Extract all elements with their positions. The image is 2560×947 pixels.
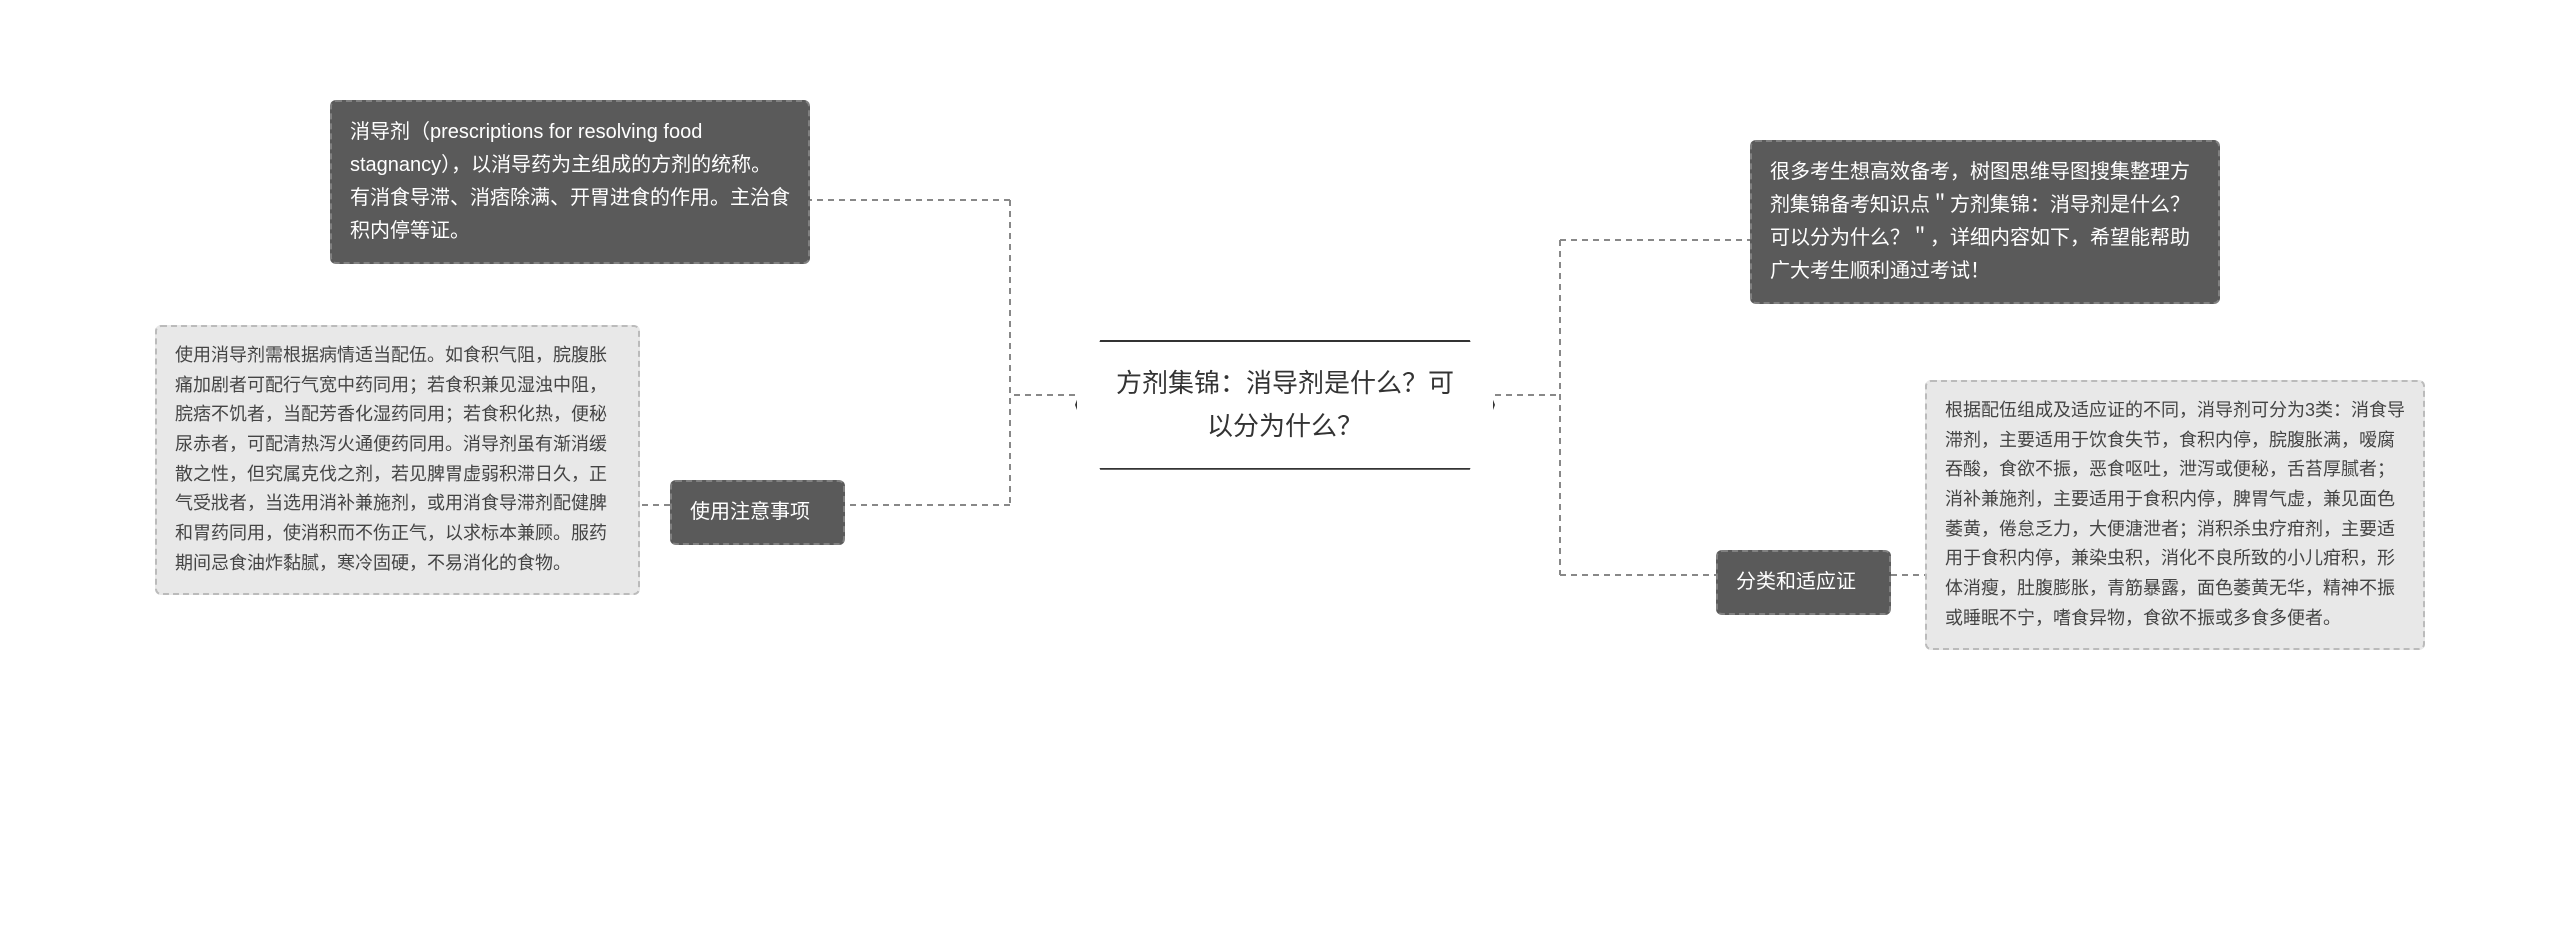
category-detail-node: 根据配伍组成及适应证的不同，消导剂可分为3类：消食导滞剂，主要适用于饮食失节，食… bbox=[1925, 380, 2425, 650]
category-label-node: 分类和适应证 bbox=[1716, 550, 1891, 615]
definition-node: 消导剂（prescriptions for resolving food sta… bbox=[330, 100, 810, 264]
usage-detail-node: 使用消导剂需根据病情适当配伍。如食积气阻，脘腹胀痛加剧者可配行气宽中药同用；若食… bbox=[155, 325, 640, 595]
center-node: 方剂集锦：消导剂是什么？可以分为什么？ bbox=[1075, 340, 1495, 470]
usage-label-node: 使用注意事项 bbox=[670, 480, 845, 545]
intro-node: 很多考生想高效备考，树图思维导图搜集整理方剂集锦备考知识点＂方剂集锦：消导剂是什… bbox=[1750, 140, 2220, 304]
